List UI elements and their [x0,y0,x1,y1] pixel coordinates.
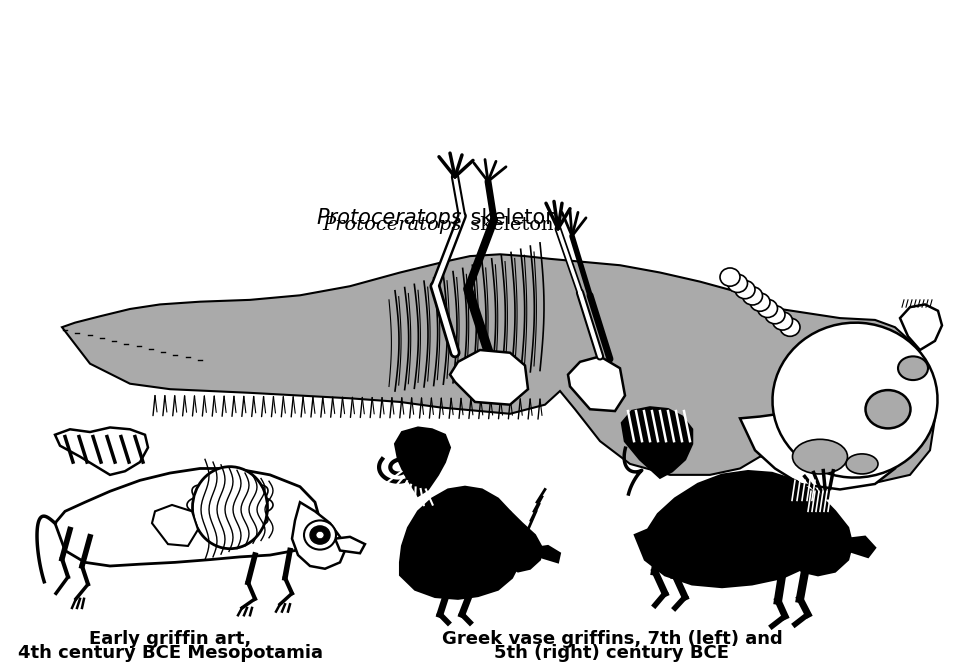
Polygon shape [292,502,345,569]
Ellipse shape [221,471,239,498]
Ellipse shape [193,467,268,549]
Ellipse shape [187,497,217,513]
Circle shape [728,274,748,292]
Polygon shape [568,357,625,411]
Polygon shape [635,471,832,587]
Text: Greek vase griffins, 7th (left) and: Greek vase griffins, 7th (left) and [442,630,782,648]
Ellipse shape [221,511,239,539]
Text: Early griffin art,: Early griffin art, [89,630,252,648]
Polygon shape [55,427,148,475]
Polygon shape [395,427,450,496]
Circle shape [720,268,740,286]
Ellipse shape [205,510,227,535]
Polygon shape [335,537,365,553]
Text: skeleton: skeleton [464,216,554,234]
Polygon shape [536,546,560,563]
Circle shape [310,526,330,544]
Polygon shape [740,414,895,490]
Ellipse shape [233,510,254,535]
Text: 4th century BCE Mesopotamia: 4th century BCE Mesopotamia [17,644,323,662]
Text: Protoceratops: Protoceratops [317,208,462,228]
Ellipse shape [866,390,910,428]
Ellipse shape [793,440,848,474]
Ellipse shape [241,505,268,524]
Polygon shape [62,254,935,484]
Polygon shape [900,304,942,350]
Circle shape [773,312,793,330]
Ellipse shape [773,322,938,478]
Polygon shape [622,407,692,478]
Polygon shape [502,511,542,571]
Text: skeleton: skeleton [464,208,559,228]
Ellipse shape [241,485,268,505]
Polygon shape [55,468,320,566]
Polygon shape [152,505,198,546]
Circle shape [750,293,770,311]
Polygon shape [400,487,522,599]
Ellipse shape [243,497,273,513]
Polygon shape [848,537,875,557]
Circle shape [316,531,324,539]
Ellipse shape [846,454,878,474]
Ellipse shape [192,485,220,505]
Ellipse shape [192,505,220,524]
Polygon shape [792,496,852,575]
Circle shape [304,520,336,550]
Circle shape [780,318,800,337]
Circle shape [742,287,762,305]
Text: Protoceratops: Protoceratops [323,216,462,234]
Polygon shape [450,350,528,405]
Ellipse shape [233,475,254,500]
Circle shape [765,306,785,324]
Circle shape [735,280,755,299]
Ellipse shape [898,357,928,380]
Ellipse shape [205,475,227,500]
Circle shape [757,299,778,318]
Text: 5th (right) century BCE: 5th (right) century BCE [494,644,730,662]
